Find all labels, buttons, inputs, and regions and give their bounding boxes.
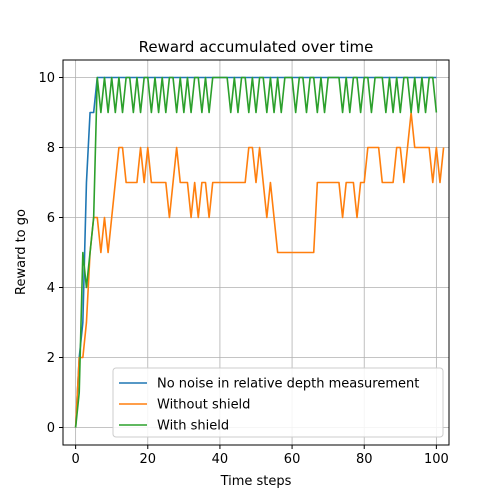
x-tick-label: 60 (284, 452, 301, 467)
y-tick-label: 2 (47, 351, 55, 366)
x-axis-label: Time steps (220, 474, 292, 489)
legend-box (112, 367, 444, 438)
series-line-2 (74, 76, 438, 428)
x-tick-label: 0 (71, 452, 79, 467)
legend-entry-2: With shield (157, 419, 229, 434)
series-line-1 (74, 111, 445, 428)
x-tick-label: 100 (424, 452, 449, 467)
grid (63, 60, 449, 445)
x-tick-label: 40 (212, 452, 229, 467)
y-tick-label: 8 (47, 141, 55, 156)
ticks: 0 20 40 60 80 100 0 2 4 6 8 10 (38, 71, 448, 467)
x-tick-label: 80 (356, 452, 373, 467)
plot-frame (62, 59, 450, 446)
series-layer (74, 76, 445, 428)
y-tick-label: 4 (47, 281, 55, 296)
chart-title: Reward accumulated over time (139, 38, 374, 56)
x-tick-label: 20 (140, 452, 157, 467)
legend-entry-0: No noise in relative depth measurement (157, 377, 419, 392)
y-tick-label: 0 (47, 421, 55, 436)
legend: No noise in relative depth measurement Wi… (112, 367, 444, 438)
y-tick-label: 6 (47, 211, 55, 226)
y-tick-label: 10 (38, 71, 55, 86)
y-axis-label: Reward to go (14, 209, 29, 295)
legend-entry-1: Without shield (157, 398, 250, 413)
